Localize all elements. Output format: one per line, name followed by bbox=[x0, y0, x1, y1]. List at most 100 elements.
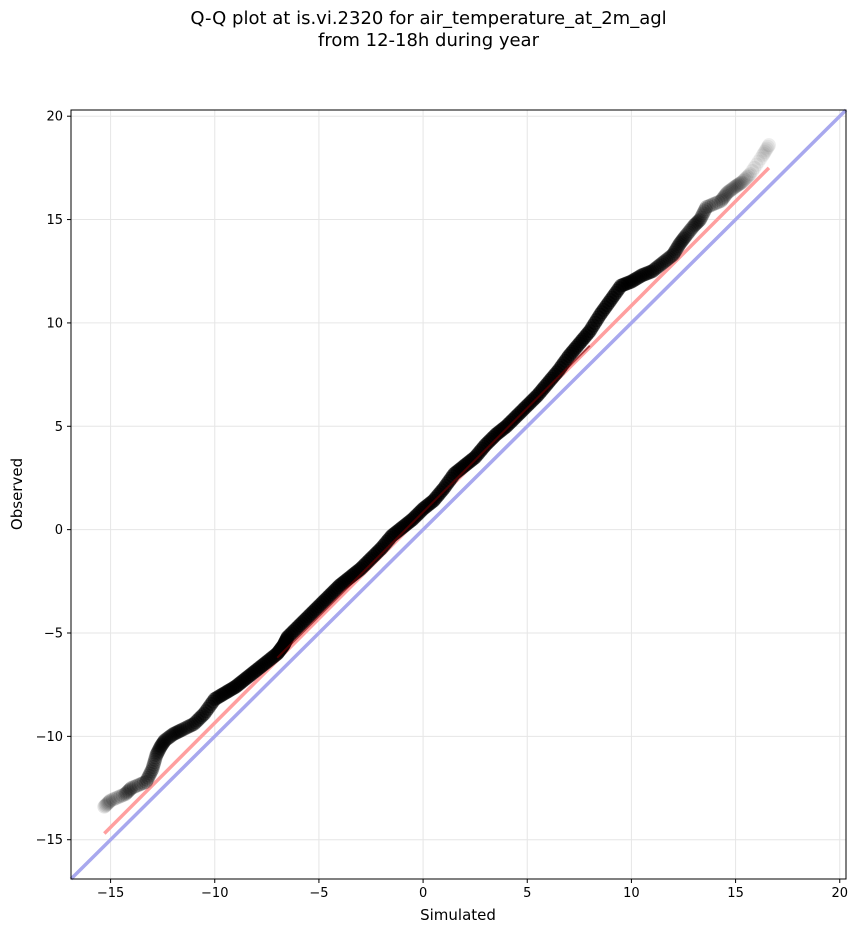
data-point bbox=[97, 799, 112, 814]
data-point bbox=[687, 217, 702, 232]
data-point bbox=[188, 715, 203, 730]
data-point bbox=[159, 732, 174, 747]
data-point bbox=[638, 266, 653, 281]
data-point bbox=[195, 708, 210, 723]
data-point bbox=[704, 198, 719, 213]
data-point bbox=[662, 250, 677, 265]
data-point bbox=[166, 727, 181, 742]
data-point bbox=[676, 231, 691, 246]
data-point bbox=[200, 701, 215, 716]
identity-line bbox=[69, 108, 848, 881]
data-point bbox=[655, 255, 670, 270]
data-point bbox=[641, 265, 656, 280]
data-point bbox=[756, 146, 771, 161]
data-point bbox=[143, 766, 158, 781]
data-point bbox=[728, 179, 743, 194]
data-point bbox=[148, 752, 163, 767]
data-point bbox=[685, 220, 700, 235]
data-point bbox=[755, 148, 770, 163]
data-point bbox=[119, 786, 134, 801]
data-point bbox=[721, 184, 736, 199]
data-point bbox=[699, 200, 714, 215]
data-point bbox=[709, 196, 724, 211]
data-point bbox=[106, 792, 121, 807]
data-point bbox=[620, 275, 635, 290]
data-point bbox=[758, 143, 773, 158]
data-point bbox=[743, 167, 758, 182]
data-point bbox=[636, 267, 651, 282]
data-point bbox=[192, 711, 207, 726]
data-point bbox=[698, 202, 713, 217]
data-point bbox=[659, 253, 674, 268]
data-point bbox=[154, 738, 169, 753]
data-point bbox=[148, 750, 163, 765]
data-point bbox=[131, 777, 146, 792]
data-point bbox=[151, 743, 166, 758]
data-point bbox=[124, 781, 139, 796]
data-point bbox=[156, 735, 171, 750]
data-point bbox=[652, 258, 667, 273]
data-point bbox=[147, 755, 162, 770]
data-point bbox=[120, 785, 135, 800]
y-tick-label: 20 bbox=[46, 110, 63, 125]
data-point bbox=[163, 729, 178, 744]
data-point bbox=[674, 234, 689, 249]
data-point bbox=[171, 724, 186, 739]
data-point bbox=[670, 240, 685, 255]
plot-frame bbox=[70, 109, 847, 880]
data-point bbox=[102, 794, 117, 809]
data-point bbox=[186, 716, 201, 731]
data-point bbox=[737, 172, 752, 187]
data-point bbox=[150, 746, 165, 761]
data-point bbox=[202, 699, 217, 714]
data-point bbox=[182, 719, 197, 734]
data-point bbox=[646, 262, 661, 277]
data-point bbox=[648, 261, 663, 276]
data-point bbox=[141, 770, 156, 785]
data-point bbox=[152, 742, 167, 757]
data-point bbox=[759, 141, 774, 156]
x-tick-label: 0 bbox=[419, 886, 427, 901]
x-tick-label: 10 bbox=[623, 886, 640, 901]
x-tick-label: 20 bbox=[831, 886, 848, 901]
data-point bbox=[157, 733, 172, 748]
data-point bbox=[619, 276, 634, 291]
y-tick-label: −15 bbox=[36, 833, 63, 848]
data-point bbox=[711, 194, 726, 209]
data-point bbox=[723, 183, 738, 198]
data-point bbox=[740, 169, 755, 184]
data-point bbox=[669, 242, 684, 257]
data-point bbox=[640, 266, 655, 281]
data-point bbox=[671, 239, 686, 254]
data-point bbox=[653, 257, 668, 272]
data-point bbox=[152, 741, 167, 756]
data-point bbox=[146, 757, 161, 772]
data-point bbox=[153, 739, 168, 754]
data-point bbox=[749, 157, 764, 172]
data-point bbox=[673, 235, 688, 250]
data-point bbox=[629, 271, 644, 286]
data-point bbox=[643, 264, 658, 279]
data-point bbox=[695, 208, 710, 223]
data-point bbox=[624, 274, 639, 289]
data-point bbox=[123, 782, 138, 797]
data-point bbox=[681, 225, 696, 240]
data-point bbox=[170, 725, 185, 740]
data-point bbox=[176, 722, 191, 737]
data-point bbox=[684, 222, 699, 237]
axis-ticks: −15 −10 −5 0 5 10 15 20 −15 −10 −5 0 5 10 15 20 bbox=[36, 110, 848, 901]
data-point bbox=[136, 775, 151, 790]
data-point bbox=[757, 145, 772, 160]
data-point bbox=[694, 210, 709, 225]
data-point bbox=[634, 268, 649, 283]
data-point bbox=[140, 772, 155, 787]
data-point bbox=[164, 728, 179, 743]
data-point bbox=[199, 704, 214, 719]
data-point bbox=[716, 191, 731, 206]
data-point bbox=[734, 175, 749, 190]
data-point bbox=[144, 764, 159, 779]
data-point bbox=[121, 784, 136, 799]
data-point bbox=[190, 713, 205, 728]
data-point bbox=[633, 269, 648, 284]
